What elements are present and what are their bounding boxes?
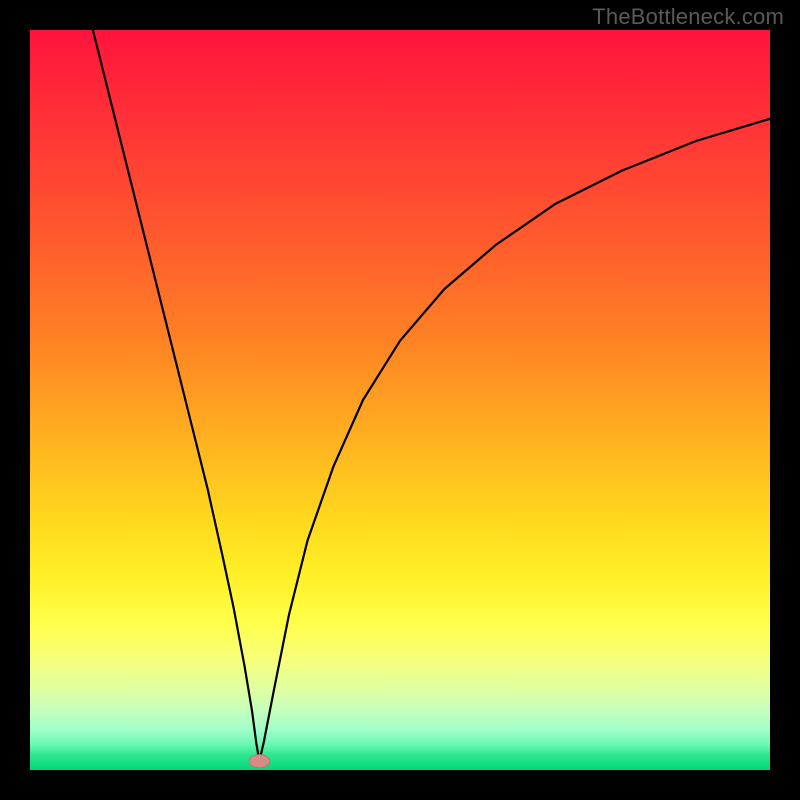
bottleneck-chart (0, 0, 800, 800)
chart-container: TheBottleneck.com (0, 0, 800, 800)
watermark-text: TheBottleneck.com (592, 4, 784, 30)
